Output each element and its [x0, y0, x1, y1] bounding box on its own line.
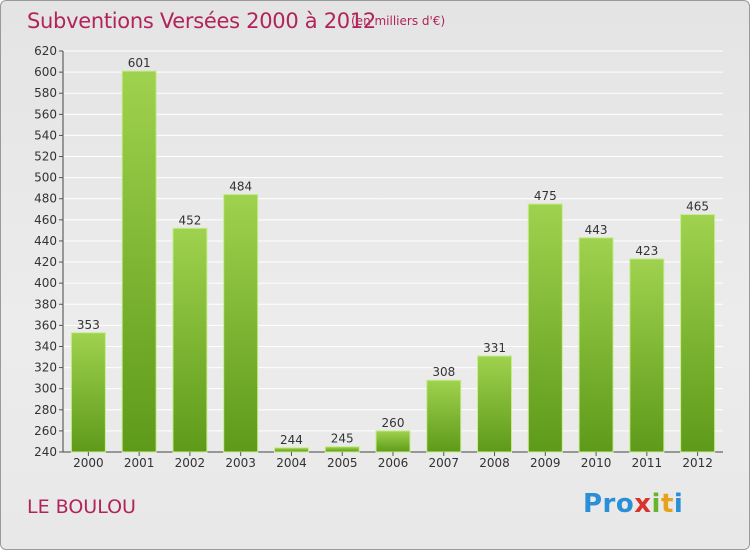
value-label-2011: 423 [635, 244, 658, 258]
unit-note: (en milliers d'€) [351, 14, 446, 28]
x-tick-label-2001: 2001 [124, 456, 155, 470]
grid-lines [63, 50, 723, 453]
y-tick-label: 340 [34, 339, 57, 353]
commune-name: LE BOULOU [27, 496, 136, 518]
y-tick-label: 300 [34, 382, 57, 396]
x-tick-label-2009: 2009 [530, 456, 561, 470]
y-tick-label: 500 [34, 171, 57, 185]
value-label-2006: 260 [382, 416, 405, 430]
value-label-2008: 331 [483, 341, 506, 355]
y-tick-label: 380 [34, 297, 57, 311]
value-label-2001: 601 [128, 56, 151, 70]
value-label-2003: 484 [229, 180, 252, 194]
bar-2012 [680, 214, 716, 453]
bar-2010 [578, 237, 614, 453]
y-tick-label: 440 [34, 234, 57, 248]
y-tick-label: 280 [34, 403, 57, 417]
proxiti-logo[interactable]: Proxiti [583, 489, 684, 519]
value-label-2012: 465 [686, 200, 709, 214]
bar-2001 [121, 70, 157, 453]
y-tick-label: 580 [34, 86, 57, 100]
x-tick-label-2004: 2004 [276, 456, 307, 470]
x-tick-label-2006: 2006 [378, 456, 409, 470]
value-labels: 353 601 452 484 244 245 260 308 331 475 443 423 465 [77, 56, 709, 447]
y-tick-label: 460 [34, 213, 57, 227]
bar-2000 [70, 332, 106, 453]
x-tick-label-2011: 2011 [632, 456, 663, 470]
value-label-2005: 245 [331, 432, 354, 446]
x-tick-label-2000: 2000 [73, 456, 104, 470]
bars [70, 70, 716, 453]
value-label-2010: 443 [585, 223, 608, 237]
y-tick-label: 360 [34, 318, 57, 332]
y-tick-label: 240 [34, 445, 57, 459]
bar-2005 [324, 446, 360, 453]
chart-title: Subventions Versées 2000 à 2012 [27, 9, 376, 33]
bar-2009 [527, 203, 563, 453]
bar-2011 [629, 258, 665, 453]
x-tick-label-2012: 2012 [682, 456, 713, 470]
x-tick-label-2002: 2002 [175, 456, 206, 470]
x-tick-label-2010: 2010 [581, 456, 612, 470]
x-tick-label-2003: 2003 [225, 456, 256, 470]
x-tick-label-2007: 2007 [428, 456, 459, 470]
y-tick-label: 400 [34, 276, 57, 290]
bar-2004 [273, 447, 309, 453]
value-label-2000: 353 [77, 318, 100, 332]
x-axis: 2000 2001 2002 2003 2004 2005 2006 2007 2008 2009… [73, 452, 713, 470]
x-tick-label-2008: 2008 [479, 456, 510, 470]
y-tick-label: 560 [34, 107, 57, 121]
value-label-2009: 475 [534, 189, 557, 203]
bar-2002 [172, 227, 208, 453]
y-tick-label: 520 [34, 150, 57, 164]
bar-2003 [223, 194, 259, 453]
x-tick-label-2005: 2005 [327, 456, 358, 470]
y-tick-label: 600 [34, 65, 57, 79]
y-tick-label: 540 [34, 128, 57, 142]
bar-2006 [375, 430, 411, 453]
value-label-2007: 308 [432, 365, 455, 379]
y-tick-label: 480 [34, 192, 57, 206]
value-label-2004: 244 [280, 433, 303, 447]
bar-2008 [477, 355, 513, 453]
bar-2007 [426, 379, 462, 453]
y-tick-label: 420 [34, 255, 57, 269]
value-label-2002: 452 [178, 213, 201, 227]
y-tick-label: 260 [34, 424, 57, 438]
y-tick-label: 620 [34, 44, 57, 58]
y-tick-label: 320 [34, 361, 57, 375]
